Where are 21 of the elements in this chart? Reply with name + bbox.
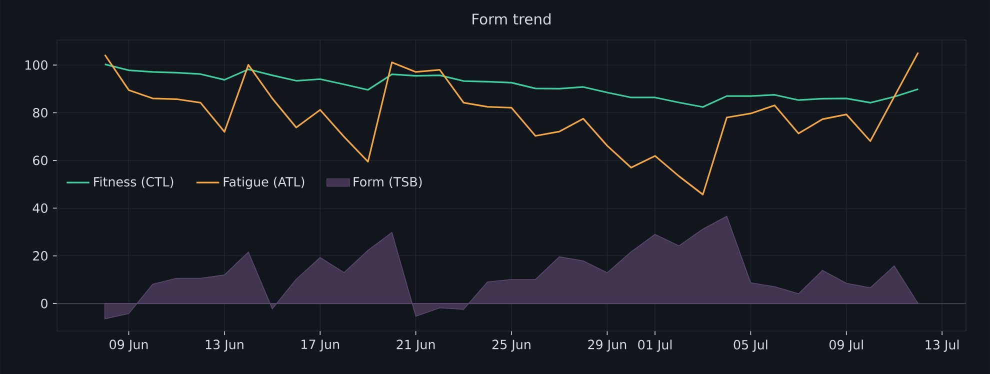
x-tick-label: 25 Jun [492,340,530,352]
legend-label: Form (TSB) [354,176,422,188]
chart-title: Form trend [472,13,550,25]
x-tick-label: 13 Jul [926,340,959,352]
line-series [104,64,919,108]
y-tick-label: 0 [41,298,48,308]
x-tick-label: 09 Jun [110,340,148,352]
x-tick-label: 09 Jul [830,340,863,352]
legend-label: Fitness (CTL) [94,176,174,188]
x-tick-label: 01 Jul [638,340,672,352]
y-tick-label: 40 [32,203,48,213]
legend-label: Fatigue (ATL) [224,176,304,190]
y-tick-label: 20 [33,251,48,261]
y-tick-label: 100 [26,60,48,70]
x-tick-label: 21 Jun [396,340,435,352]
x-tick-label: 17 Jun [302,340,340,352]
x-tick-label: 13 Jun [206,340,244,352]
y-tick-label: 80 [33,108,48,118]
x-tick-label: 05 Jul [734,340,768,352]
x-tick-label: 29 Jun [588,340,626,352]
y-tick-label: 60 [33,156,48,166]
